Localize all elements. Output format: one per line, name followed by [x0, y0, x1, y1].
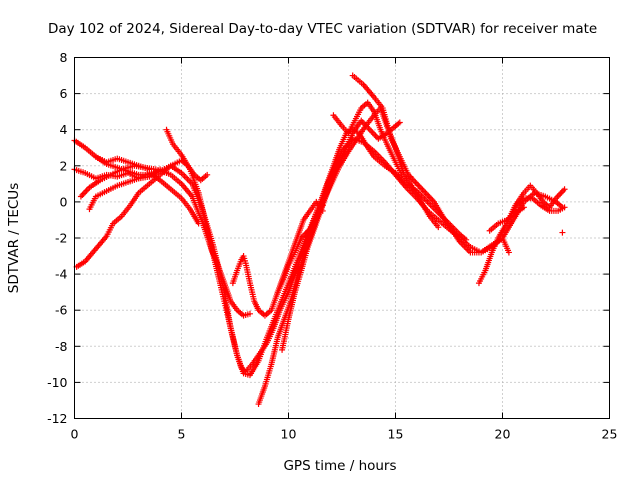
data-point — [561, 204, 568, 211]
data-point — [505, 249, 512, 256]
y-tick-label: -6 — [55, 303, 68, 318]
y-axis-label: SDTVAR / TECUs — [6, 183, 22, 293]
data-point — [163, 170, 170, 177]
data-point — [246, 310, 253, 317]
data-point — [463, 236, 470, 243]
y-tick-label: -4 — [55, 267, 68, 282]
plot-frame — [74, 57, 610, 419]
x-tick-label: 10 — [281, 427, 297, 442]
data-point — [398, 171, 405, 178]
y-tick-label: -2 — [55, 231, 67, 246]
data-point — [407, 173, 414, 180]
data-point — [559, 229, 566, 236]
chart-title: Day 102 of 2024, Sidereal Day-to-day VTE… — [48, 21, 597, 37]
points-layer — [71, 72, 568, 408]
x-tick-label: 15 — [388, 427, 404, 442]
y-tick-label: -12 — [47, 411, 67, 426]
x-tick-label: 25 — [602, 427, 618, 442]
y-tick-label: 2 — [60, 158, 68, 173]
y-tick-label: 6 — [60, 86, 68, 101]
ticks-layer: 0 5 10 15 20 25 -12 -10 -8 -6 -4 -2 0 2 4 6 8 — [47, 50, 617, 442]
data-point — [435, 224, 442, 231]
data-point — [195, 220, 202, 227]
data-point — [396, 119, 403, 126]
y-tick-label: 8 — [60, 50, 68, 65]
data-point — [319, 202, 326, 209]
data-point — [204, 171, 211, 178]
y-tick-label: 4 — [60, 122, 68, 137]
y-tick-label: 0 — [60, 194, 68, 209]
y-tick-label: -10 — [47, 375, 67, 390]
data-point — [146, 166, 153, 173]
x-tick-label: 0 — [71, 427, 79, 442]
x-axis-label: GPS time / hours — [283, 458, 396, 474]
grid-layer — [74, 57, 610, 419]
data-point — [561, 186, 568, 193]
data-point — [520, 204, 527, 211]
y-tick-label: -8 — [55, 339, 68, 354]
x-tick-label: 5 — [178, 427, 186, 442]
x-tick-label: 20 — [495, 427, 511, 442]
